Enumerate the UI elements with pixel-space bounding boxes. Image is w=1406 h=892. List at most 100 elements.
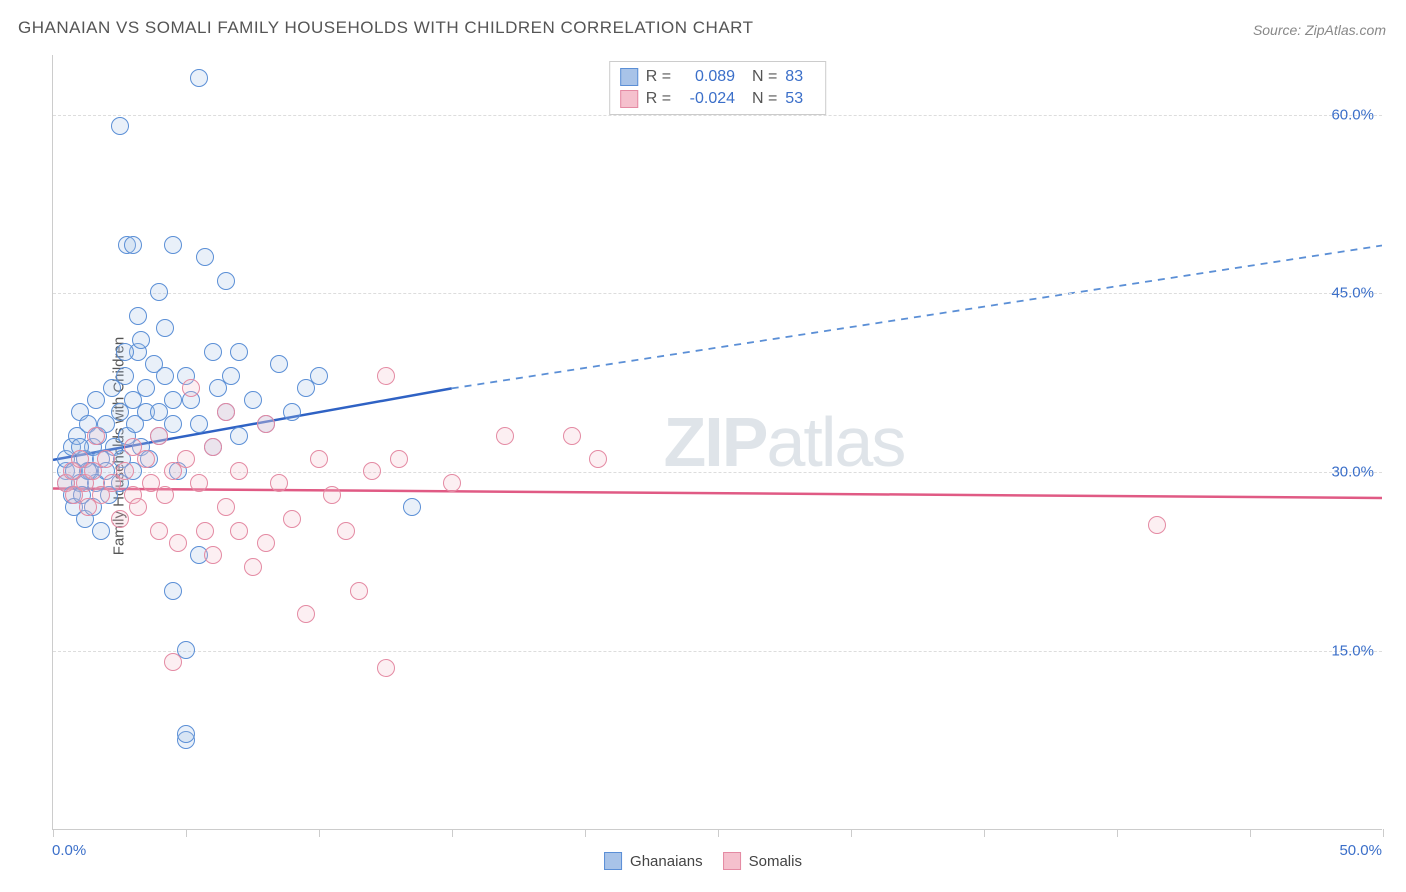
data-point [363,462,381,480]
data-point [204,546,222,564]
legend-correlation: R = 0.089 N = 83 R = -0.024 N = 53 [609,61,827,115]
data-point [403,498,421,516]
source-label: Source: ZipAtlas.com [1253,22,1386,38]
data-point [129,307,147,325]
data-point [190,474,208,492]
data-point [177,450,195,468]
x-tick-mark [718,829,719,837]
data-point [177,725,195,743]
data-point [164,582,182,600]
legend-swatch [620,90,638,108]
data-point [111,510,129,528]
plot-area: ZIPatlas R = 0.089 N = 83 R = -0.024 N =… [52,55,1382,830]
legend-row: R = 0.089 N = 83 [620,66,816,88]
data-point [97,450,115,468]
data-point [182,379,200,397]
y-tick-label: 60.0% [1331,106,1374,123]
x-tick-mark [319,829,320,837]
legend-row: R = -0.024 N = 53 [620,88,816,110]
data-point [230,522,248,540]
data-point [257,534,275,552]
data-point [377,659,395,677]
data-point [443,474,461,492]
data-point [92,522,110,540]
legend-r-value: 0.089 [679,68,735,86]
data-point [196,522,214,540]
data-point [164,653,182,671]
data-point [156,486,174,504]
data-point [377,367,395,385]
data-point [217,403,235,421]
x-axis-min-label: 0.0% [52,842,86,859]
legend-swatch [723,852,741,870]
legend-n-value: 83 [785,68,815,86]
data-point [204,438,222,456]
data-point [390,450,408,468]
data-point [496,427,514,445]
data-point [116,343,134,361]
data-point [350,582,368,600]
data-point [297,605,315,623]
data-point [116,462,134,480]
data-point [87,427,105,445]
chart-title: GHANAIAN VS SOMALI FAMILY HOUSEHOLDS WIT… [18,18,754,38]
data-point [190,69,208,87]
x-tick-mark [984,829,985,837]
x-tick-mark [186,829,187,837]
data-point [164,236,182,254]
legend-item: Somalis [723,852,802,870]
data-point [1148,516,1166,534]
data-point [222,367,240,385]
legend-n-label: N = [743,68,777,86]
x-tick-mark [1250,829,1251,837]
legend-series: Ghanaians Somalis [604,852,802,870]
x-tick-mark [53,829,54,837]
data-point [150,522,168,540]
grid-line [53,651,1382,652]
y-tick-label: 30.0% [1331,464,1374,481]
legend-n-value: 53 [785,90,815,108]
grid-line [53,293,1382,294]
data-point [156,367,174,385]
legend-r-value: -0.024 [679,90,735,108]
data-point [150,427,168,445]
data-point [111,117,129,135]
data-point [129,498,147,516]
data-point [310,450,328,468]
data-point [230,343,248,361]
data-point [283,403,301,421]
data-point [150,283,168,301]
legend-swatch [620,68,638,86]
x-tick-mark [585,829,586,837]
data-point [156,319,174,337]
x-tick-mark [851,829,852,837]
y-tick-label: 45.0% [1331,285,1374,302]
data-point [230,462,248,480]
data-point [132,331,150,349]
grid-line [53,115,1382,116]
x-tick-mark [1117,829,1118,837]
data-point [310,367,328,385]
data-point [124,236,142,254]
legend-r-label: R = [646,90,671,108]
data-point [116,367,134,385]
data-point [137,379,155,397]
data-point [589,450,607,468]
trend-lines [53,55,1382,829]
data-point [87,391,105,409]
legend-item: Ghanaians [604,852,703,870]
legend-label: Somalis [749,853,802,870]
legend-swatch [604,852,622,870]
data-point [204,343,222,361]
watermark: ZIPatlas [664,402,905,482]
data-point [323,486,341,504]
data-point [270,474,288,492]
data-point [283,510,301,528]
data-point [563,427,581,445]
data-point [169,534,187,552]
legend-r-label: R = [646,68,671,86]
y-tick-label: 15.0% [1331,643,1374,660]
grid-line [53,472,1382,473]
data-point [217,272,235,290]
legend-n-label: N = [743,90,777,108]
